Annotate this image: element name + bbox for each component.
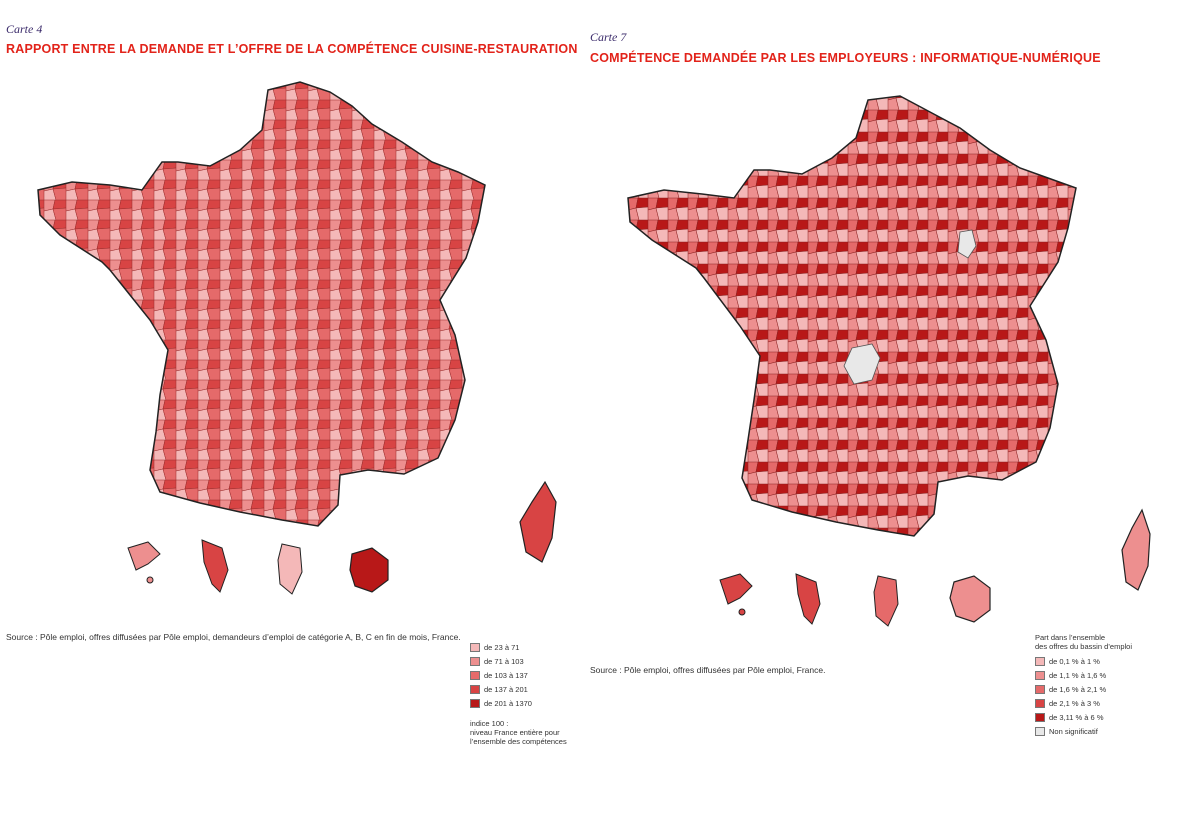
non-significant-area <box>843 343 881 385</box>
legend-swatch <box>1035 712 1045 722</box>
corsica <box>1121 508 1151 591</box>
mainland-france <box>37 81 486 527</box>
guadeloupe-islet <box>146 576 154 584</box>
guyane <box>873 575 899 627</box>
legend-swatch <box>470 670 480 680</box>
legend-swatch <box>1035 684 1045 694</box>
left-map-panel: Carte 4 RAPPORT ENTRE LA DEMANDE ET L’OF… <box>0 0 590 825</box>
legend-label: de 0,1 % à 1 % <box>1049 656 1100 666</box>
legend-swatch <box>470 684 480 694</box>
legend-heading-line: Part dans l’ensemble <box>1035 633 1106 642</box>
legend-label: de 71 à 103 <box>484 656 524 666</box>
legend-swatch <box>1035 698 1045 708</box>
legend-heading-line: des offres du bassin d’emploi <box>1035 642 1133 651</box>
legend-swatch <box>1035 726 1045 736</box>
legend-row: de 137 à 201 <box>470 683 590 695</box>
legend-row: de 1,1 % à 1,6 % <box>1035 669 1175 681</box>
source-note: Source : Pôle emploi, offres diffusées p… <box>590 665 826 675</box>
legend-row: de 201 à 1370 <box>470 697 590 709</box>
legend-row: de 0,1 % à 1 % <box>1035 655 1175 667</box>
mainland-france <box>627 95 1077 537</box>
guadeloupe-islet <box>738 608 746 616</box>
legend-note-line: indice 100 : <box>470 719 509 728</box>
legend-label: de 2,1 % à 3 % <box>1049 698 1100 708</box>
non-significant-area <box>957 229 977 259</box>
france-map <box>37 81 557 595</box>
france-map <box>627 95 1151 627</box>
legend-row: Non significatif <box>1035 725 1175 737</box>
map-title: COMPÉTENCE DEMANDÉE PAR LES EMPLOYEURS :… <box>590 51 1101 65</box>
legend-row: de 2,1 % à 3 % <box>1035 697 1175 709</box>
legend-label: de 3,11 % à 6 % <box>1049 712 1104 722</box>
map-title: RAPPORT ENTRE LA DEMANDE ET L’OFFRE DE L… <box>6 42 578 56</box>
reunion <box>349 547 389 593</box>
map-label: Carte 4 <box>6 22 43 36</box>
guadeloupe <box>127 541 161 571</box>
legend-label: de 1,6 % à 2,1 % <box>1049 684 1107 694</box>
legend-label: de 201 à 1370 <box>484 698 532 708</box>
guadeloupe <box>719 573 753 605</box>
corsica <box>519 480 557 563</box>
legend-row: de 3,11 % à 6 % <box>1035 711 1175 723</box>
legend: de 23 à 71 de 71 à 103 de 103 à 137 de 1… <box>470 641 590 746</box>
legend-note: indice 100 : niveau France entière pour … <box>470 719 570 746</box>
legend-swatch <box>470 642 480 652</box>
legend-heading: Part dans l’ensemble des offres du bassi… <box>1035 633 1175 651</box>
source-note: Source : Pôle emploi, offres diffusées p… <box>6 632 461 642</box>
legend-label: de 1,1 % à 1,6 % <box>1049 670 1107 680</box>
legend-row: de 71 à 103 <box>470 655 590 667</box>
legend: Part dans l’ensemble des offres du bassi… <box>1035 633 1175 739</box>
legend-label: de 103 à 137 <box>484 670 528 680</box>
legend-row: de 1,6 % à 2,1 % <box>1035 683 1175 695</box>
legend-swatch <box>1035 656 1045 666</box>
martinique <box>201 539 229 593</box>
reunion <box>949 575 991 623</box>
legend-note-line: niveau France entière pour <box>470 728 560 737</box>
legend-label: de 23 à 71 <box>484 642 520 652</box>
map-label: Carte 7 <box>590 30 627 44</box>
legend-swatch <box>470 698 480 708</box>
legend-row: de 103 à 137 <box>470 669 590 681</box>
legend-swatch <box>1035 670 1045 680</box>
right-map-panel: Carte 7 COMPÉTENCE DEMANDÉE PAR LES EMPL… <box>588 0 1200 825</box>
legend-row: de 23 à 71 <box>470 641 590 653</box>
legend-label: de 137 à 201 <box>484 684 528 694</box>
legend-label: Non significatif <box>1049 726 1098 736</box>
martinique <box>795 573 821 625</box>
legend-swatch <box>470 656 480 666</box>
guyane <box>277 543 303 595</box>
legend-note-line: l’ensemble des compétences <box>470 737 567 746</box>
